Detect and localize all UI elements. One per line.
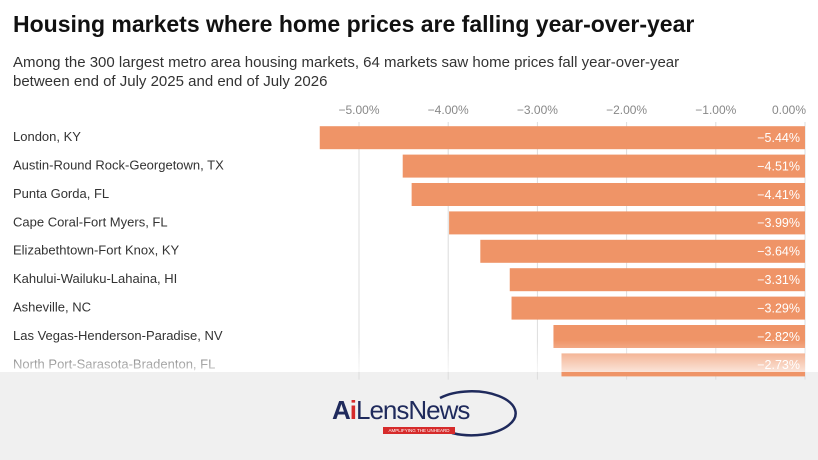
chart-subtitle: Among the 300 largest metro area housing…	[13, 54, 679, 71]
x-tick-label: −5.00%	[338, 103, 379, 117]
y-tick-label: Cape Coral-Fort Myers, FL	[13, 214, 168, 229]
bar	[449, 211, 805, 235]
value-label: −3.64%	[757, 245, 800, 259]
logo-a: A	[332, 395, 351, 425]
logo-tagline-bar	[383, 427, 455, 434]
value-label: −4.41%	[757, 188, 800, 202]
bar	[480, 239, 805, 263]
bar	[411, 183, 805, 206]
logo-swoosh	[439, 390, 517, 437]
y-tick-label: Asheville, NC	[13, 300, 91, 315]
footer-background	[0, 372, 818, 460]
value-label: −3.99%	[757, 216, 800, 230]
logo-rest: LensNews	[356, 395, 470, 425]
value-label: −5.44%	[757, 131, 800, 145]
value-label: −4.51%	[757, 159, 800, 173]
y-tick-label: London, KY	[13, 129, 81, 144]
bar	[509, 268, 805, 292]
value-label: −3.31%	[757, 273, 800, 287]
logo-text: AiLensNews	[332, 395, 470, 425]
bar	[319, 126, 805, 150]
y-tick-label: Punta Gorda, FL	[13, 186, 109, 201]
x-tick-label: −2.00%	[606, 103, 647, 117]
y-tick-label: Las Vegas-Henderson-Paradise, NV	[13, 328, 223, 343]
y-tick-label: Kahului-Wailuku-Lahaina, HI	[13, 271, 177, 286]
logo: AiLensNews AMPLIFYING THE UNHEARD	[332, 390, 517, 437]
value-label: −3.29%	[757, 301, 800, 315]
y-tick-label: Elizabethtown-Fort Knox, KY	[13, 243, 180, 258]
logo-i: i	[350, 395, 356, 425]
bar	[402, 154, 805, 178]
y-tick-label: Austin-Round Rock-Georgetown, TX	[13, 158, 224, 173]
x-tick-label: 0.00%	[772, 103, 806, 117]
x-tick-label: −1.00%	[695, 103, 736, 117]
chart-subtitle: between end of July 2025 and end of July…	[13, 73, 327, 90]
fade-overlay	[0, 340, 818, 372]
x-tick-label: −4.00%	[428, 103, 469, 117]
chart-title: Housing markets where home prices are fa…	[13, 11, 694, 37]
x-tick-label: −3.00%	[517, 103, 558, 117]
bar	[511, 296, 805, 320]
logo-tagline: AMPLIFYING THE UNHEARD	[389, 428, 451, 433]
